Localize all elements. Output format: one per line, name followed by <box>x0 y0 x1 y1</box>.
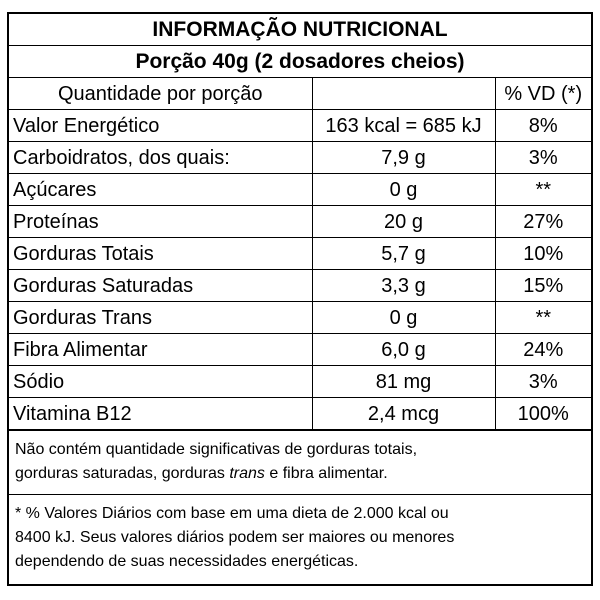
nutrient-amount: 5,7 g <box>311 237 496 270</box>
nutrient-vd: 24% <box>494 333 591 366</box>
nutrient-name: Carboidratos, dos quais: <box>9 141 313 174</box>
daily-values-note: * % Valores Diários com base em uma diet… <box>9 494 591 580</box>
nutrient-vd: ** <box>494 301 591 334</box>
nutrient-row: Açúcares 0 g ** <box>9 173 591 206</box>
nutrient-name: Proteínas <box>9 205 313 238</box>
column-header-row: Quantidade por porção % VD (*) <box>9 77 591 110</box>
nutrient-name: Gorduras Totais <box>9 237 313 270</box>
quantity-header: Quantidade por porção <box>9 77 313 110</box>
nutrient-amount: 6,0 g <box>311 333 496 366</box>
nutrient-row: Valor Energético 163 kcal = 685 kJ 8% <box>9 109 591 142</box>
nutrient-name: Açúcares <box>9 173 313 206</box>
nutrient-name: Fibra Alimentar <box>9 333 313 366</box>
nutrient-amount: 81 mg <box>311 365 496 398</box>
not-significant-note: Não contém quantidade significativas de … <box>9 430 591 494</box>
note-line-1: Não contém quantidade significativas de … <box>15 441 418 458</box>
nutrient-row: Gorduras Totais 5,7 g 10% <box>9 237 591 270</box>
nutrient-row: Proteínas 20 g 27% <box>9 205 591 238</box>
nutrition-facts-label: INFORMAÇÃO NUTRICIONAL Porção 40g (2 dos… <box>7 12 593 586</box>
nutrient-name: Gorduras Trans <box>9 301 313 334</box>
amount-header <box>311 77 496 110</box>
nutrient-vd: 8% <box>494 109 591 142</box>
nutrient-name: Vitamina B12 <box>9 397 313 430</box>
nutrient-amount: 3,3 g <box>311 269 496 302</box>
nutrient-vd: 15% <box>494 269 591 302</box>
dv-note-line-3: dependendo de suas necessidades energéti… <box>15 553 359 570</box>
nutrient-vd: 3% <box>494 141 591 174</box>
nutrient-name: Valor Energético <box>9 109 313 142</box>
nutrient-amount: 0 g <box>311 301 496 334</box>
nutrient-row: Sódio 81 mg 3% <box>9 365 591 398</box>
nutrient-amount: 2,4 mcg <box>311 397 496 430</box>
nutrient-amount: 7,9 g <box>311 141 496 174</box>
nutrient-row: Carboidratos, dos quais: 7,9 g 3% <box>9 141 591 174</box>
note-line-2-end: e fibra alimentar. <box>269 465 388 482</box>
portion-row: Porção 40g (2 dosadores cheios) <box>9 45 591 78</box>
nutrient-vd: 27% <box>494 205 591 238</box>
vd-header: % VD (*) <box>494 77 591 110</box>
nutrient-name: Gorduras Saturadas <box>9 269 313 302</box>
nutrient-name: Sódio <box>9 365 313 398</box>
dv-note-line-2: 8400 kJ. Seus valores diários podem ser … <box>15 529 455 546</box>
title-row: INFORMAÇÃO NUTRICIONAL <box>9 14 591 46</box>
nutrient-amount: 20 g <box>311 205 496 238</box>
nutrient-row: Vitamina B12 2,4 mcg 100% <box>9 397 591 430</box>
nutrient-vd: 100% <box>494 397 591 430</box>
nutrient-vd: ** <box>494 173 591 206</box>
nutrient-row: Gorduras Trans 0 g ** <box>9 301 591 334</box>
note-trans: trans <box>229 465 265 482</box>
nutrition-table: INFORMAÇÃO NUTRICIONAL Porção 40g (2 dos… <box>9 14 591 430</box>
dv-note-line-1: * % Valores Diários com base em uma diet… <box>15 505 449 522</box>
nutrient-vd: 10% <box>494 237 591 270</box>
nutrient-row: Fibra Alimentar 6,0 g 24% <box>9 333 591 366</box>
table-title: INFORMAÇÃO NUTRICIONAL <box>9 14 591 46</box>
nutrient-amount: 0 g <box>311 173 496 206</box>
nutrient-amount: 163 kcal = 685 kJ <box>311 109 496 142</box>
nutrient-vd: 3% <box>494 365 591 398</box>
note-line-2: gorduras saturadas, gorduras <box>15 465 225 482</box>
portion-size: Porção 40g (2 dosadores cheios) <box>9 45 591 78</box>
nutrient-row: Gorduras Saturadas 3,3 g 15% <box>9 269 591 302</box>
